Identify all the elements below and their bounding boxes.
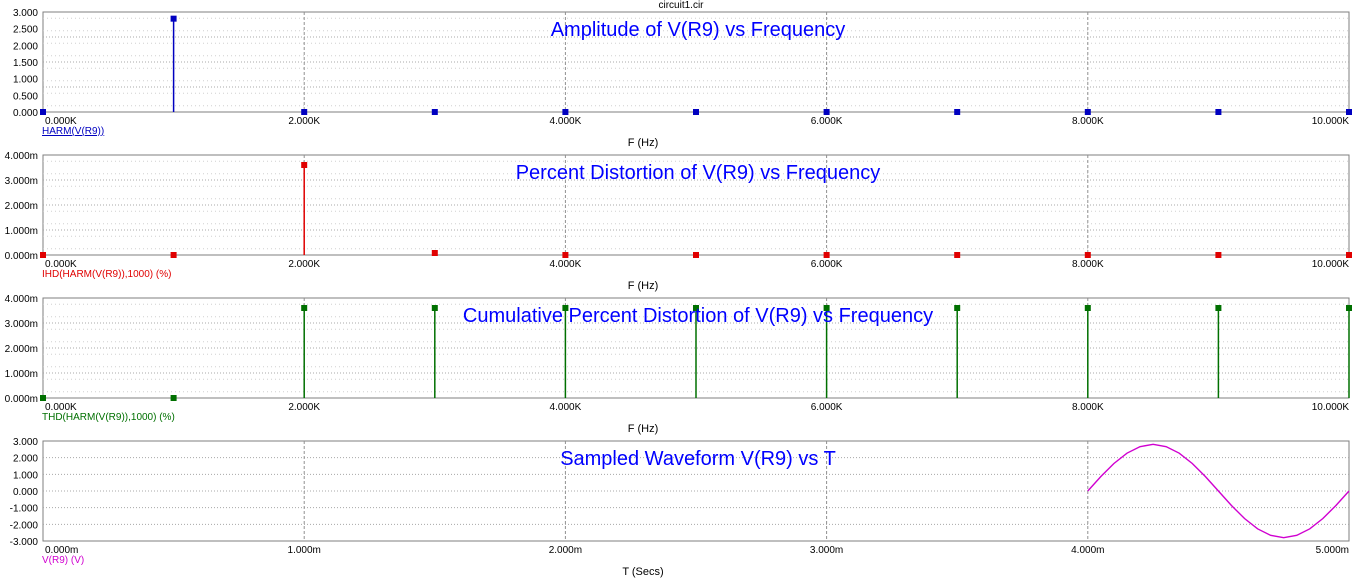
x-tick-label: 6.000K <box>811 116 843 127</box>
stem-marker <box>40 395 46 401</box>
stem-marker <box>1084 305 1091 311</box>
y-tick-label: 1.000 <box>13 75 38 86</box>
stem-marker <box>431 250 438 256</box>
stem-marker <box>954 252 961 258</box>
waveform-line <box>1087 443 1350 539</box>
y-tick-label: 3.000m <box>5 176 38 187</box>
y-tick-label: 0.000 <box>13 487 38 498</box>
y-tick-label: 0.000m <box>5 251 38 262</box>
stem-marker <box>1346 305 1352 311</box>
chart-title: Cumulative Percent Distortion of V(R9) v… <box>463 305 933 327</box>
y-tick-label: 2.000 <box>13 454 38 465</box>
y-tick-label: 1.000 <box>13 470 38 481</box>
y-tick-label: 0.000m <box>5 394 38 405</box>
stem-marker <box>823 305 830 311</box>
stem-marker <box>1084 252 1091 258</box>
y-tick-label: -3.000 <box>10 537 39 548</box>
stem-marker <box>562 109 569 115</box>
trace-label: IHD(HARM(V(R9)),1000) (%) <box>42 269 171 280</box>
stem-marker <box>170 252 177 258</box>
stem-marker <box>431 109 438 115</box>
stem-marker <box>1215 252 1222 258</box>
y-tick-label: 4.000m <box>5 151 38 162</box>
x-tick-label: 0.000K <box>45 402 77 413</box>
window-title: circuit1.cir <box>658 0 704 11</box>
y-tick-label: 0.500 <box>13 91 38 102</box>
y-tick-label: 1.000m <box>5 226 38 237</box>
stem-marker <box>954 109 961 115</box>
stem-marker <box>301 162 308 168</box>
x-tick-label: 0.000m <box>45 545 78 556</box>
stem-marker <box>954 305 961 311</box>
y-tick-label: 2.500 <box>13 25 38 36</box>
stem-marker <box>170 15 177 22</box>
y-tick-label: 0.000 <box>13 108 38 119</box>
stem-marker <box>823 109 830 115</box>
stem-marker <box>40 109 46 115</box>
stem-marker <box>693 109 699 115</box>
stem-marker <box>562 305 569 311</box>
x-tick-label: 5.000m <box>1316 545 1349 556</box>
trace-label: HARM(V(R9)) <box>42 126 104 137</box>
y-tick-label: -2.000 <box>10 520 39 531</box>
x-tick-label: 2.000K <box>288 116 320 127</box>
stem-marker <box>562 252 569 258</box>
y-tick-label: 3.000 <box>13 437 38 448</box>
x-tick-label: 1.000m <box>288 545 321 556</box>
stem-marker <box>40 252 46 258</box>
stem-marker <box>693 252 699 258</box>
y-tick-label: 2.000 <box>13 41 38 52</box>
stem-marker <box>1346 109 1352 115</box>
x-tick-label: 10.000K <box>1312 116 1350 127</box>
trace-label: V(R9) (V) <box>42 555 84 566</box>
stem-marker <box>170 395 177 401</box>
x-tick-label: 8.000K <box>1072 402 1104 413</box>
y-tick-label: 2.000m <box>5 344 38 355</box>
x-axis-label: F (Hz) <box>628 280 659 292</box>
y-tick-label: 1.500 <box>13 58 38 69</box>
stem-marker <box>1346 252 1352 258</box>
stem-marker <box>431 305 438 311</box>
x-tick-label: 0.000K <box>45 116 77 127</box>
stem-marker <box>1084 109 1091 115</box>
stem-marker <box>1215 109 1222 115</box>
y-tick-label: 2.000m <box>5 201 38 212</box>
stem-marker <box>301 305 308 311</box>
x-tick-label: 10.000K <box>1312 402 1350 413</box>
x-tick-label: 2.000K <box>288 402 320 413</box>
x-tick-label: 4.000K <box>550 116 582 127</box>
stem-marker <box>1215 305 1222 311</box>
x-tick-label: 6.000K <box>811 259 843 270</box>
x-tick-label: 8.000K <box>1072 116 1104 127</box>
stem-marker <box>693 305 699 311</box>
x-axis-label: F (Hz) <box>628 423 659 435</box>
x-tick-label: 3.000m <box>810 545 843 556</box>
y-tick-label: 3.000 <box>13 8 38 19</box>
x-tick-label: 4.000m <box>1071 545 1104 556</box>
x-axis-label: F (Hz) <box>628 137 659 149</box>
x-tick-label: 2.000K <box>288 259 320 270</box>
x-tick-label: 6.000K <box>811 402 843 413</box>
stem-marker <box>301 109 308 115</box>
x-tick-label: 10.000K <box>1312 259 1350 270</box>
trace-label: THD(HARM(V(R9)),1000) (%) <box>42 412 175 423</box>
x-tick-label: 4.000K <box>550 402 582 413</box>
x-tick-label: 2.000m <box>549 545 582 556</box>
stem-marker <box>823 252 830 258</box>
x-axis-label: T (Secs) <box>622 566 663 578</box>
chart-title: Amplitude of V(R9) vs Frequency <box>551 19 846 41</box>
x-tick-label: 8.000K <box>1072 259 1104 270</box>
y-tick-label: 1.000m <box>5 369 38 380</box>
y-tick-label: 4.000m <box>5 294 38 305</box>
x-tick-label: 4.000K <box>550 259 582 270</box>
y-tick-label: -1.000 <box>10 504 39 515</box>
chart-title: Percent Distortion of V(R9) vs Frequency <box>516 162 881 184</box>
x-tick-label: 0.000K <box>45 259 77 270</box>
y-tick-label: 3.000m <box>5 319 38 330</box>
chart-title: Sampled Waveform V(R9) vs T <box>560 448 836 470</box>
